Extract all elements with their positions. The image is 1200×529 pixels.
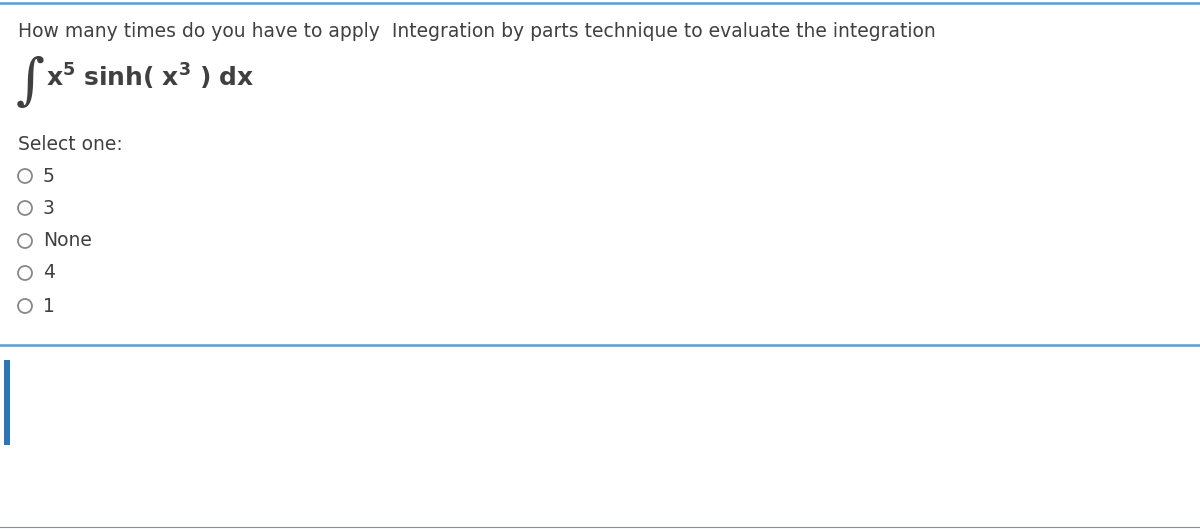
Text: None: None xyxy=(43,232,92,251)
Text: ∫: ∫ xyxy=(16,55,44,110)
Text: How many times do you have to apply  Integration by parts technique to evaluate : How many times do you have to apply Inte… xyxy=(18,22,936,41)
Text: 3: 3 xyxy=(43,198,55,217)
Text: 1: 1 xyxy=(43,296,55,315)
Bar xyxy=(4,360,10,445)
Text: 5: 5 xyxy=(43,167,55,186)
Text: 4: 4 xyxy=(43,263,55,282)
Text: $\mathbf{x^5}$ $\mathbf{sinh(\ x^3\ )\ dx}$: $\mathbf{x^5}$ $\mathbf{sinh(\ x^3\ )\ d… xyxy=(46,62,254,92)
Text: Select one:: Select one: xyxy=(18,135,122,154)
